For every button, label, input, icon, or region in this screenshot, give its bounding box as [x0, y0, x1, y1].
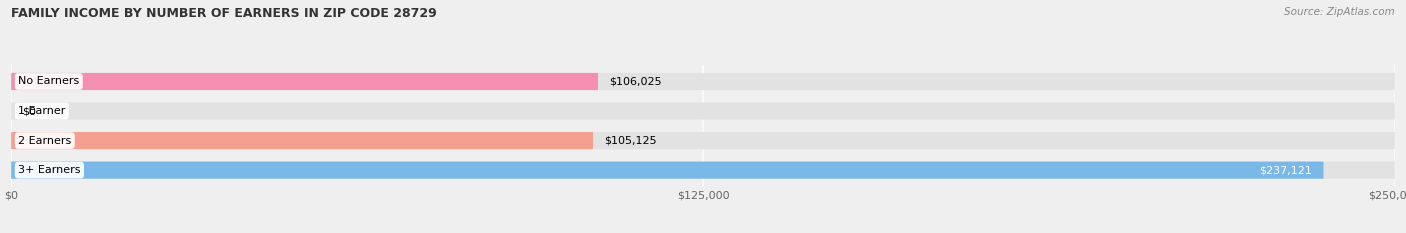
Text: $0: $0	[22, 106, 37, 116]
Text: $105,125: $105,125	[605, 136, 657, 146]
Text: $106,025: $106,025	[609, 76, 662, 86]
Text: $237,121: $237,121	[1260, 165, 1312, 175]
Text: 1 Earner: 1 Earner	[18, 106, 66, 116]
Text: No Earners: No Earners	[18, 76, 79, 86]
FancyBboxPatch shape	[11, 161, 1395, 179]
FancyBboxPatch shape	[11, 132, 593, 149]
FancyBboxPatch shape	[11, 73, 1395, 90]
Text: 2 Earners: 2 Earners	[18, 136, 72, 146]
FancyBboxPatch shape	[11, 132, 1395, 149]
Text: FAMILY INCOME BY NUMBER OF EARNERS IN ZIP CODE 28729: FAMILY INCOME BY NUMBER OF EARNERS IN ZI…	[11, 7, 437, 20]
Text: 3+ Earners: 3+ Earners	[18, 165, 80, 175]
FancyBboxPatch shape	[11, 103, 1395, 120]
FancyBboxPatch shape	[11, 73, 598, 90]
FancyBboxPatch shape	[11, 161, 1323, 179]
Text: Source: ZipAtlas.com: Source: ZipAtlas.com	[1284, 7, 1395, 17]
